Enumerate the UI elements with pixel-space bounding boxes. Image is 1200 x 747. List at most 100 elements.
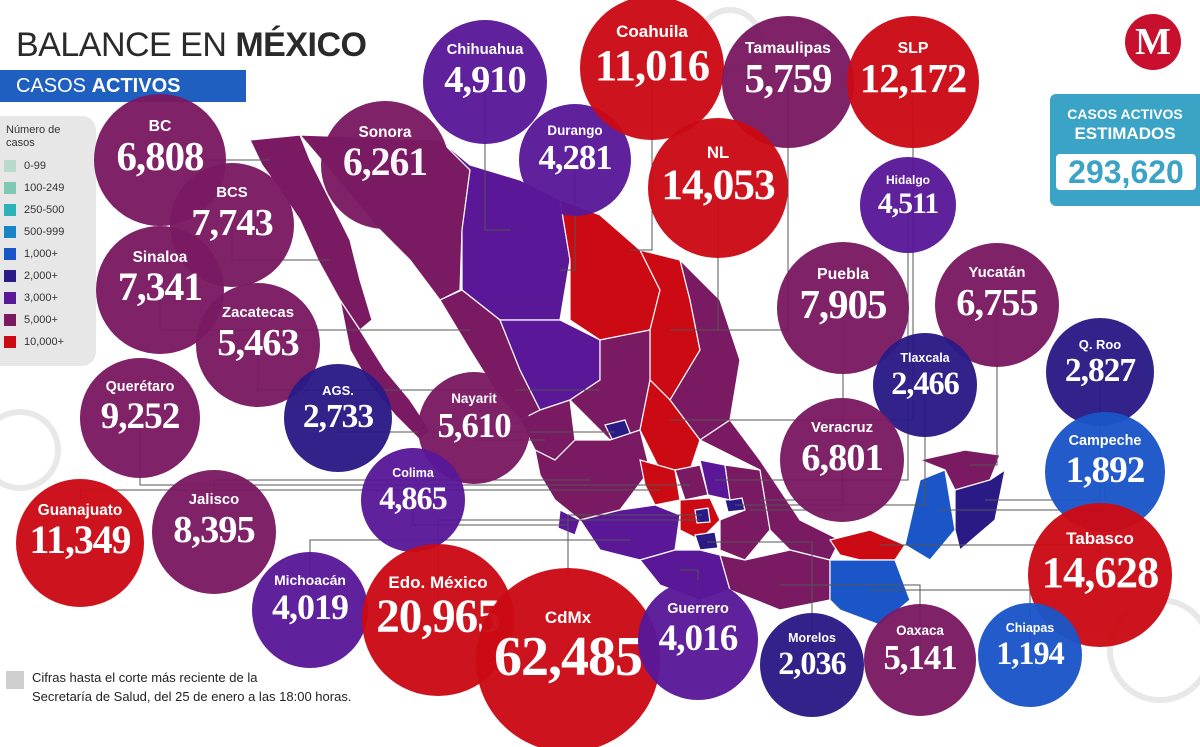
state-name: Michoacán (274, 572, 346, 589)
state-value: 6,261 (342, 140, 428, 185)
state-bubble: Oaxaca 5,141 (864, 604, 976, 716)
state-value: 1,892 (1065, 449, 1146, 491)
state-value: 12,172 (859, 56, 968, 102)
subtitle-bold: ACTIVOS (91, 75, 181, 97)
legend: Número de casos 0-99 100-249 250-500 500-99… (0, 116, 96, 366)
legend-label: 1,000+ (24, 248, 58, 260)
estimated-label-1: CASOS ACTIVOS (1067, 106, 1183, 122)
state-bubble: SLP 12,172 (847, 16, 979, 148)
state-name: Durango (547, 123, 603, 139)
footnote-line-2: Secretaría de Salud, del 25 de enero a l… (32, 689, 352, 704)
legend-swatch (4, 160, 16, 172)
map-regions (249, 134, 1006, 626)
state-value: 4,016 (658, 617, 739, 659)
footnote-text: Cifras hasta el corte más reciente de la… (32, 668, 351, 706)
state-value: 5,610 (437, 405, 511, 445)
state-value: 8,395 (173, 508, 255, 551)
state-value: 4,281 (538, 137, 612, 177)
region-campeche (904, 469, 956, 561)
legend-item: 250-500 (4, 202, 64, 218)
state-value: 6,808 (116, 134, 204, 180)
legend-label: 0-99 (24, 160, 47, 172)
legend-item: 2,000+ (4, 268, 58, 284)
state-bubble: Veracruz 6,801 (780, 398, 904, 522)
state-value: 5,141 (883, 637, 957, 677)
state-bubble: Coahuila 11,016 (580, 0, 724, 140)
state-name: Tamaulipas (745, 39, 831, 57)
state-name: SLP (897, 39, 929, 57)
state-bubble: Jalisco 8,395 (152, 470, 276, 594)
subtitle-plain: CASOS (16, 75, 92, 97)
state-bubble: Q. Roo 2,827 (1046, 318, 1154, 426)
state-value: 4,910 (444, 58, 526, 101)
state-value: 11,016 (594, 40, 710, 91)
state-value: 7,905 (799, 282, 887, 328)
legend-swatch (4, 182, 16, 194)
state-name: Guerrero (667, 601, 729, 618)
legend-label: 100-249 (24, 182, 65, 194)
state-name: Nayarit (451, 391, 497, 407)
state-name: BCS (216, 184, 248, 201)
state-bubble: Chiapas 1,194 (978, 603, 1082, 707)
state-bubble: Michoacán 4,019 (252, 552, 368, 668)
state-value: 7,743 (191, 201, 273, 244)
state-bubble: Sonora 6,261 (321, 101, 449, 229)
legend-label: 250-500 (24, 204, 65, 216)
state-bubble: Nayarit 5,610 (418, 372, 530, 484)
region-michoacan (579, 504, 681, 561)
state-name: Querétaro (105, 379, 175, 396)
title-bold: MÉXICO (235, 26, 367, 64)
state-value: 2,733 (302, 397, 374, 435)
state-name: Coahuila (616, 22, 688, 42)
state-value: 2,036 (778, 645, 847, 682)
state-bubble: Colima 4,865 (361, 448, 465, 552)
region-morelos (694, 531, 719, 551)
legend-item: 3,000+ (4, 290, 58, 306)
state-name: Edo. México (388, 573, 488, 593)
state-value: 5,463 (217, 321, 299, 364)
page-title: BALANCE EN MÉXICO (16, 26, 367, 65)
state-bubble: CdMx 62,485 (476, 568, 660, 747)
state-value: 62,485 (494, 626, 643, 689)
legend-item: 10,000+ (4, 334, 64, 350)
legend-item: 1,000+ (4, 246, 58, 262)
footnote-line-1: Cifras hasta el corte más reciente de la (32, 670, 258, 685)
estimated-cases-panel: CASOS ACTIVOS ESTIMADOS 293,620 (1050, 94, 1200, 206)
state-value: 4,019 (272, 587, 349, 628)
state-value: 6,801 (801, 436, 883, 479)
state-value: 7,341 (117, 265, 203, 310)
state-name: Puebla (817, 265, 869, 283)
legend-title: Número de casos (6, 124, 61, 149)
legend-item: 0-99 (4, 158, 46, 174)
state-value: 2,466 (891, 365, 960, 402)
state-name: Chihuahua (446, 41, 524, 58)
state-bubble: Guanajuato 11,349 (16, 479, 144, 607)
state-value: 2,827 (1064, 351, 1136, 389)
state-name: Zacatecas (222, 304, 294, 321)
legend-label: 2,000+ (24, 270, 58, 282)
state-value: 4,865 (379, 480, 448, 517)
title-plain: BALANCE EN (16, 26, 236, 64)
state-name: Campeche (1068, 433, 1142, 450)
legend-swatch (4, 270, 16, 282)
estimated-value: 293,620 (1056, 154, 1196, 190)
state-name: NL (706, 143, 730, 163)
region-colima (557, 509, 581, 536)
state-name: Guanajuato (37, 501, 123, 519)
state-name: Morelos (788, 630, 836, 645)
state-name: Hidalgo (886, 172, 930, 187)
state-name: Jalisco (188, 491, 240, 508)
state-name: Sonora (358, 123, 412, 141)
estimated-label-2: ESTIMADOS (1074, 124, 1176, 143)
region-guanajuato (639, 459, 681, 506)
state-bubble: Chihuahua 4,910 (423, 20, 547, 144)
state-name: Tabasco (1066, 529, 1134, 549)
state-name: Sinaloa (132, 248, 188, 266)
state-name: AGS. (322, 382, 354, 398)
legend-item: 500-999 (4, 224, 64, 240)
legend-item: 5,000+ (4, 312, 58, 328)
state-value: 9,252 (100, 395, 181, 437)
state-value: 11,349 (29, 518, 132, 563)
